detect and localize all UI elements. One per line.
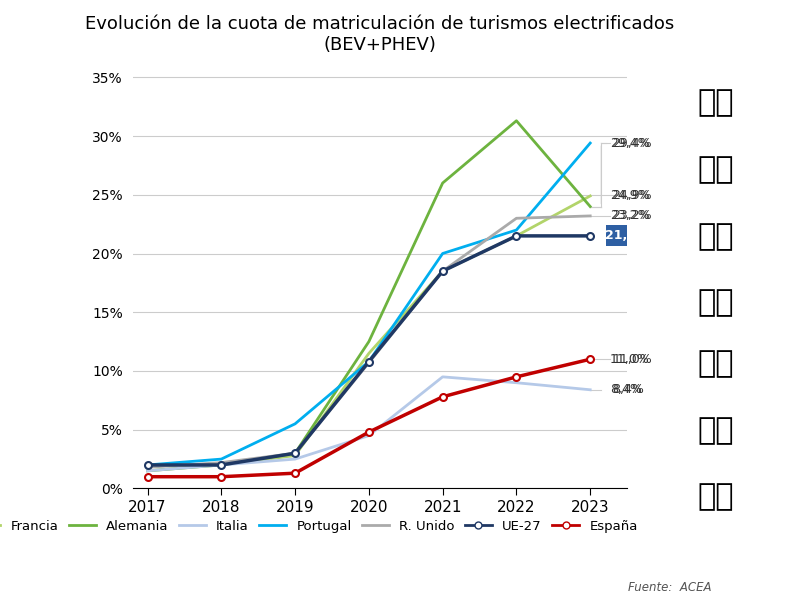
- Text: 8,4%: 8,4%: [610, 383, 642, 396]
- Text: 8,4%: 8,4%: [612, 383, 644, 396]
- Text: 23,2%: 23,2%: [612, 210, 652, 222]
- Text: 24,9%: 24,9%: [612, 190, 652, 202]
- Text: 24,9%: 24,9%: [610, 190, 650, 202]
- Text: 🇪🇸: 🇪🇸: [697, 416, 735, 445]
- Text: Fuente:  ACEA: Fuente: ACEA: [629, 581, 712, 594]
- Text: 11,0%: 11,0%: [612, 353, 652, 366]
- Text: 29,4%: 29,4%: [610, 136, 650, 150]
- Title: Evolución de la cuota de matriculación de turismos electrificados
(BEV+PHEV): Evolución de la cuota de matriculación d…: [85, 15, 675, 54]
- Text: 🇬🇧: 🇬🇧: [697, 288, 735, 318]
- Text: 23,2%: 23,2%: [610, 210, 650, 222]
- Text: 🇩🇪: 🇩🇪: [697, 222, 735, 251]
- Text: 🇪🇺: 🇪🇺: [697, 349, 735, 378]
- Text: 🇵🇹: 🇵🇹: [697, 88, 735, 118]
- Text: 🇮🇹: 🇮🇹: [697, 482, 735, 511]
- FancyBboxPatch shape: [607, 225, 647, 247]
- Text: 11,0%: 11,0%: [610, 353, 650, 366]
- Text: 🇫🇷: 🇫🇷: [697, 155, 735, 184]
- Legend: Francia, Alemania, Italia, Portugal, R. Unido, UE-27, España: Francia, Alemania, Italia, Portugal, R. …: [0, 515, 643, 538]
- Text: 29,4%: 29,4%: [612, 136, 652, 150]
- Text: 21,5%: 21,5%: [605, 230, 649, 242]
